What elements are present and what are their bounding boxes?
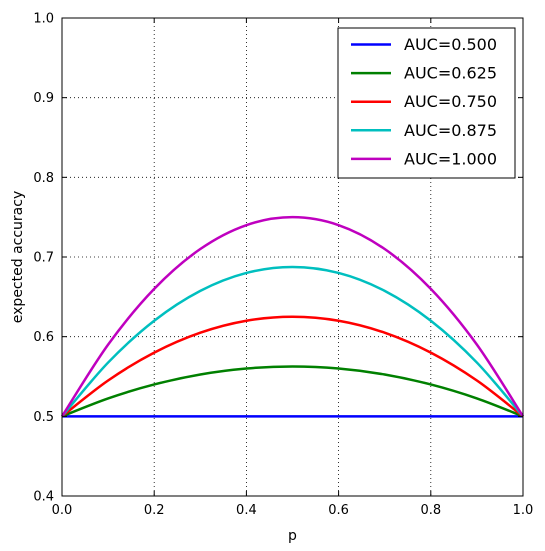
y-tick-label: 0.9 [33, 91, 54, 106]
y-tick-label: 0.6 [33, 330, 54, 345]
series-line-3 [61, 265, 524, 418]
series-lines [60, 215, 525, 418]
y-tick-label: 0.8 [33, 171, 54, 186]
x-tick-label: 0.0 [52, 503, 73, 518]
x-tick-label: 0.4 [236, 503, 257, 518]
legend-label: AUC=0.500 [404, 35, 497, 54]
series-line-1 [61, 365, 524, 418]
legend-label: AUC=0.750 [404, 92, 497, 111]
series-line-2 [61, 315, 524, 418]
y-tick-label: 0.5 [33, 410, 54, 425]
x-tick-label: 1.0 [513, 503, 534, 518]
y-tick-label: 0.7 [33, 251, 54, 266]
legend-box [337, 27, 516, 179]
legend: AUC=0.500 AUC=0.625 AUC=0.750 AUC=0.875 AUC=… [337, 27, 516, 179]
legend-label: AUC=0.875 [404, 121, 497, 140]
axis-ticks: 0.0 0.2 0.4 0.6 0.8 1.0 0.4 0.5 0.6 0.7 0.8 0.9 1.0 [33, 12, 533, 519]
legend-label: AUC=1.000 [404, 149, 497, 168]
y-axis-label: expected accuracy [10, 191, 26, 323]
y-tick-label: 0.4 [33, 490, 54, 505]
series-line-4 [60, 215, 525, 418]
y-tick-label: 1.0 [33, 12, 54, 27]
x-axis-label: p [288, 528, 297, 544]
x-tick-label: 0.8 [420, 503, 441, 518]
x-tick-label: 0.6 [328, 503, 349, 518]
x-tick-label: 0.2 [144, 503, 165, 518]
legend-label: AUC=0.625 [404, 64, 497, 83]
